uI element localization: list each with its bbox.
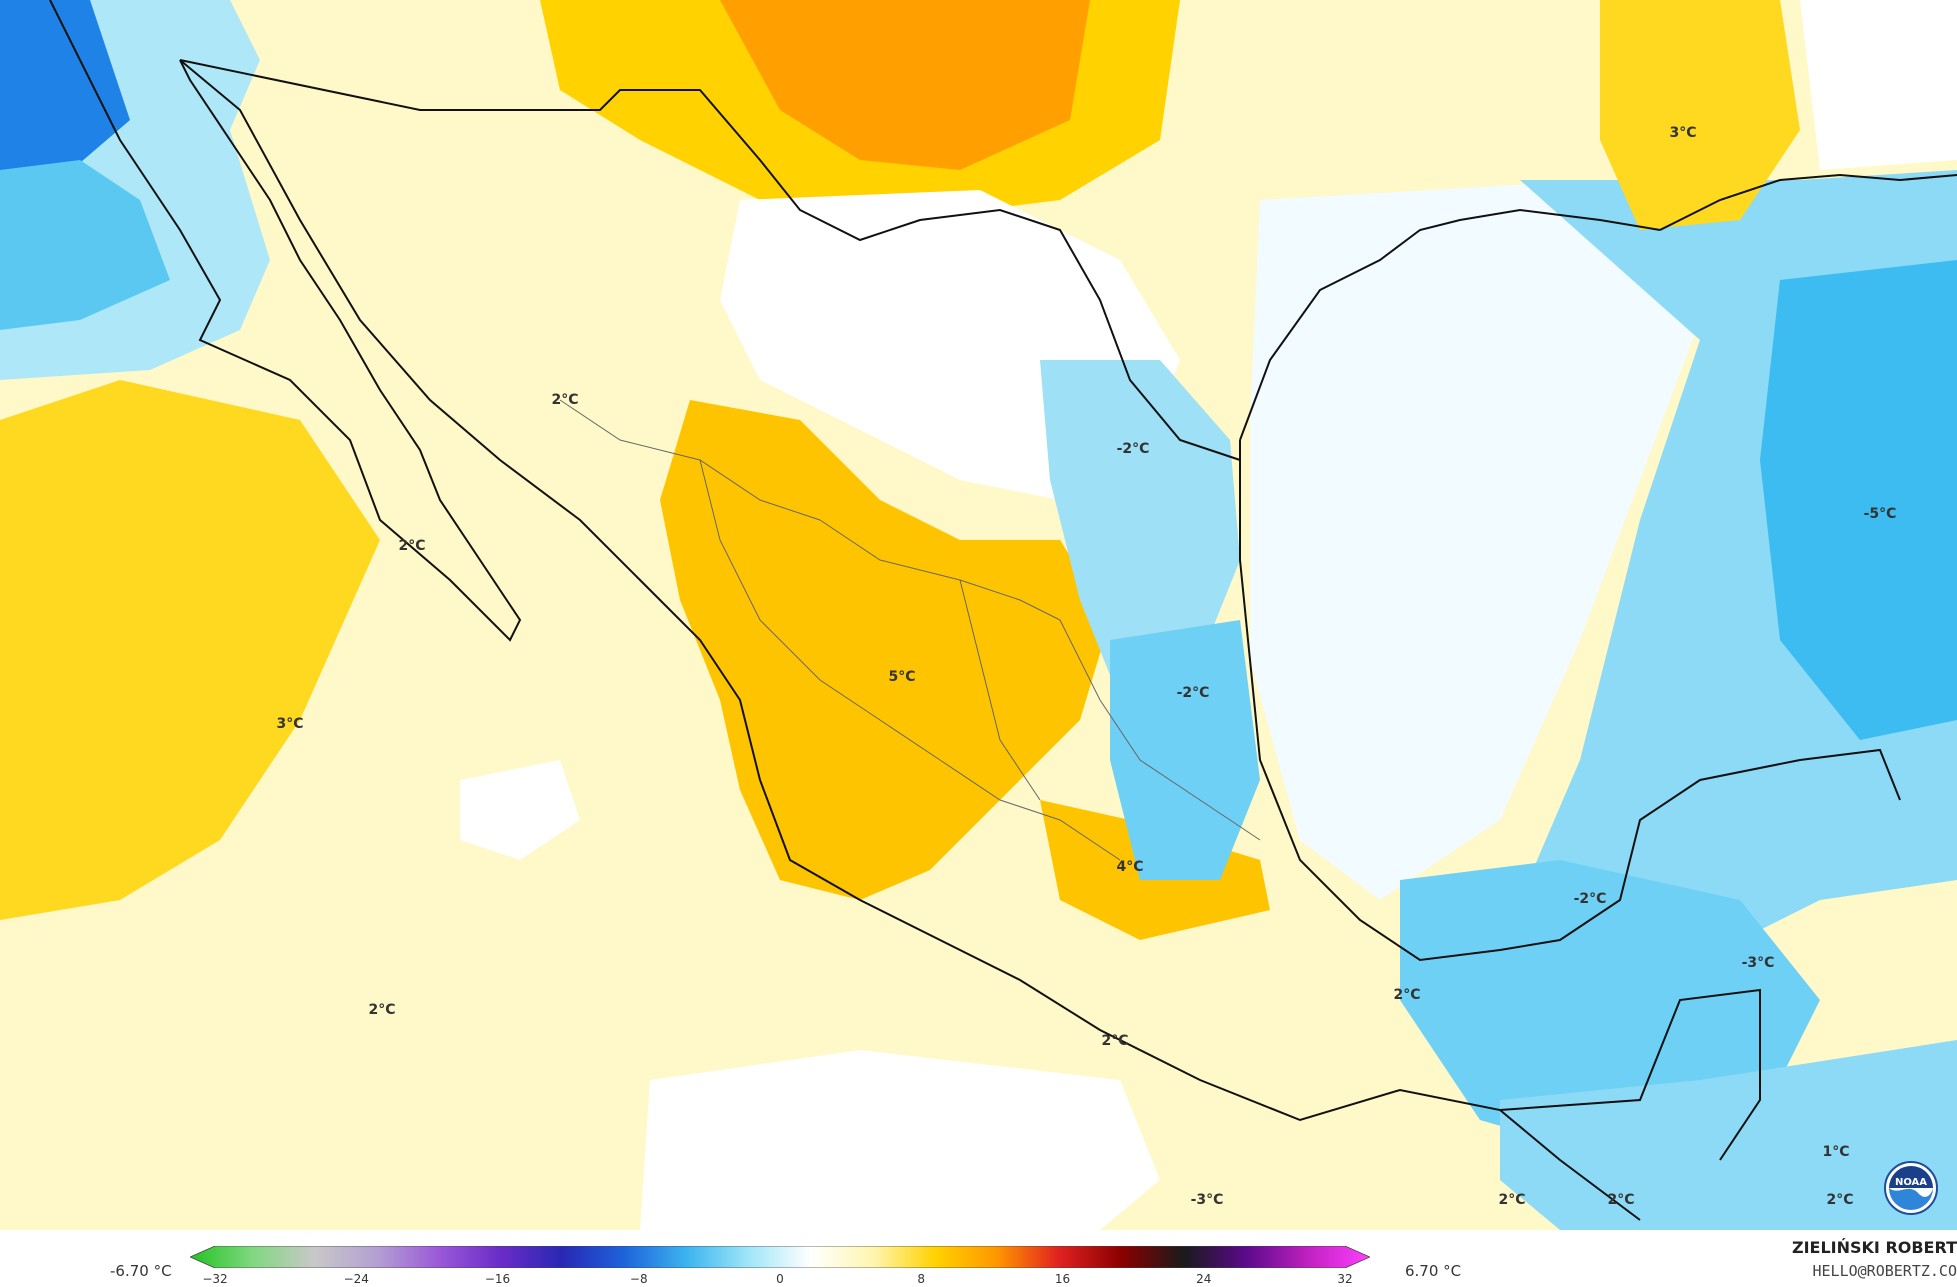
cold-gulf-core bbox=[1760, 260, 1957, 740]
colorbar-tick-label: −32 bbox=[202, 1272, 228, 1286]
colorbar-tick-label: 0 bbox=[776, 1272, 784, 1286]
colorbar-bar bbox=[190, 1246, 1370, 1268]
state-border-4 bbox=[879, 719, 1121, 861]
noaa-logo-icon: NOAA bbox=[1884, 1161, 1938, 1215]
map-label: -2°C bbox=[1573, 891, 1607, 907]
mexico-pacific-coast bbox=[179, 59, 1641, 1221]
map-label: 2°C bbox=[368, 1002, 396, 1018]
map-label: 2°C bbox=[398, 538, 426, 554]
noaa-logo-text: NOAA bbox=[1895, 1177, 1927, 1188]
cold-pacific-core bbox=[0, 0, 130, 190]
map-label: 1°C bbox=[1822, 1144, 1850, 1160]
map-label: 3°C bbox=[1669, 125, 1697, 141]
gulf-west-coast bbox=[1239, 208, 1661, 441]
warm-mexico-plateau bbox=[660, 400, 1110, 900]
colorbar-tick-label: −8 bbox=[629, 1272, 648, 1286]
map-label: -5°C bbox=[1863, 506, 1897, 522]
white-pacific-small bbox=[460, 760, 580, 860]
map-label: 2°C bbox=[1607, 1192, 1635, 1208]
map-label: -2°C bbox=[1116, 441, 1150, 457]
map-label: 2°C bbox=[1826, 1192, 1854, 1208]
state-borders bbox=[559, 399, 1261, 861]
colorbar-tick-label: 24 bbox=[1196, 1272, 1212, 1286]
state-border-6 bbox=[1059, 619, 1261, 841]
map-canvas bbox=[0, 0, 1957, 1230]
hot-us-core bbox=[720, 0, 1090, 170]
colorbar-tick-label: 8 bbox=[917, 1272, 926, 1286]
map-label: 2°C bbox=[1498, 1192, 1526, 1208]
map-label: 2°C bbox=[551, 392, 579, 408]
cold-texas-coast bbox=[1040, 360, 1240, 700]
map-label: 2°C bbox=[1393, 987, 1421, 1003]
gulf-south-coast bbox=[1239, 440, 1901, 962]
colorbar-tick-label: −16 bbox=[484, 1272, 511, 1286]
colorbar-tick-label: 16 bbox=[1054, 1272, 1071, 1286]
anomaly-fields bbox=[0, 0, 1957, 1230]
anomaly-map: 3°C 2°C 2°C -2°C -5°C 5°C -2°C 3°C 2°C 4… bbox=[0, 0, 1957, 1230]
cold-pacific-mid bbox=[0, 160, 170, 330]
colorbar-max-value: 6.70 °C bbox=[1405, 1262, 1462, 1280]
us-mexico-border bbox=[179, 59, 1241, 461]
white-pacific-patch bbox=[640, 1050, 1160, 1230]
cold-central-america bbox=[1500, 1040, 1957, 1230]
cold-east-mexico bbox=[1110, 620, 1260, 880]
guatemala-border bbox=[1499, 988, 1761, 1161]
colorbar-min-value: -6.70 °C bbox=[110, 1262, 172, 1280]
white-gulf-center bbox=[1250, 180, 1700, 900]
state-border-3 bbox=[699, 459, 881, 721]
map-label: 4°C bbox=[1116, 859, 1144, 875]
coastlines bbox=[49, 0, 1957, 1221]
map-label: 5°C bbox=[888, 669, 916, 685]
warm-florida bbox=[1600, 0, 1800, 230]
colorbar-tick-label: 32 bbox=[1337, 1272, 1353, 1286]
author-email: HELLO@ROBERTZ.CO bbox=[1812, 1262, 1957, 1280]
map-label: -3°C bbox=[1190, 1192, 1224, 1208]
colorbar-tick-label: −24 bbox=[343, 1272, 369, 1286]
state-border-5 bbox=[959, 579, 1041, 801]
map-label: 3°C bbox=[276, 716, 304, 732]
warm-south-west bbox=[0, 380, 380, 920]
white-east-edge bbox=[1800, 0, 1957, 170]
map-label: -2°C bbox=[1176, 685, 1210, 701]
map-label: -3°C bbox=[1741, 955, 1775, 971]
florida-coast bbox=[1659, 173, 1957, 231]
author-name: ZIELIŃSKI ROBERT bbox=[1791, 1238, 1957, 1257]
baja-california-coast bbox=[49, 0, 522, 642]
colorbar-gradient bbox=[190, 1246, 1370, 1268]
map-label: 2°C bbox=[1101, 1033, 1129, 1049]
